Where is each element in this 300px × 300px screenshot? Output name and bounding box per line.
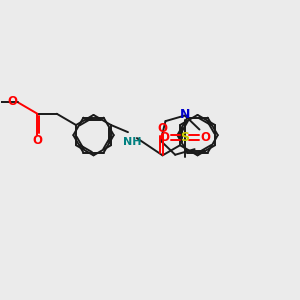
- Text: O: O: [32, 134, 42, 147]
- Text: O: O: [8, 95, 18, 108]
- Text: O: O: [159, 131, 169, 144]
- Text: NH: NH: [123, 137, 142, 147]
- Text: O: O: [201, 131, 211, 144]
- Text: N: N: [180, 107, 190, 121]
- Text: S: S: [180, 131, 189, 144]
- Text: O: O: [158, 122, 167, 135]
